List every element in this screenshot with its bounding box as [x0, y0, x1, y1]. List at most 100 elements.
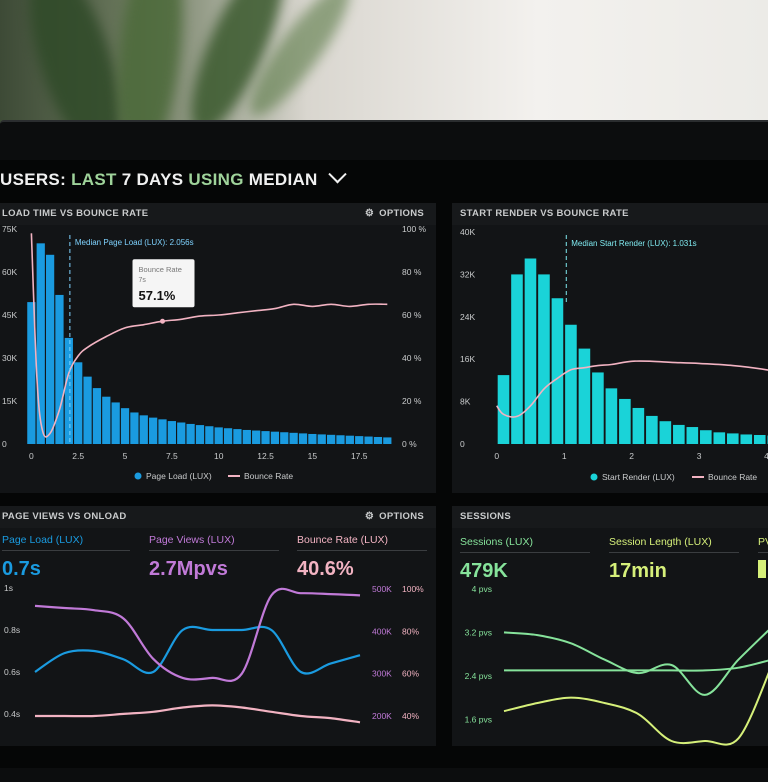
x-tick-label: 0 — [29, 451, 34, 461]
x-tick-label: 7.5 — [166, 451, 178, 461]
tooltip-value: 57.1% — [139, 288, 176, 303]
bar — [167, 421, 176, 444]
bar — [326, 434, 336, 444]
bar — [317, 434, 326, 444]
y-tick-label: 40K — [460, 227, 475, 237]
legend-label: Bounce Rate — [244, 471, 293, 481]
y-tick-label: 2.4 pvs — [465, 671, 492, 681]
options-label: OPTIONS — [379, 511, 424, 522]
bar — [223, 428, 233, 444]
series-line — [34, 587, 361, 682]
stat-value: 40.6% — [297, 558, 354, 580]
bar — [92, 388, 102, 444]
y3-tick-label: 40% — [402, 711, 419, 721]
y-tick-label: 8K — [460, 397, 471, 407]
stat-label: Page Views (LUX) — [149, 534, 279, 551]
y-tick-label: 4 pvs — [472, 584, 492, 594]
y2-tick-label: 0 % — [402, 439, 417, 449]
legend-label: Bounce Rate — [708, 472, 757, 482]
stat-value: 0.7s — [2, 558, 41, 580]
bar — [233, 429, 242, 444]
bar — [55, 294, 64, 444]
tooltip-box — [132, 259, 195, 308]
bar — [252, 430, 261, 444]
y2-tick-label: 60 % — [402, 310, 422, 320]
bar — [373, 436, 383, 444]
options-button[interactable]: ⚙ OPTIONS — [365, 511, 424, 522]
options-button[interactable]: ⚙ OPTIONS — [365, 208, 424, 219]
bar — [578, 348, 591, 444]
stat-sessions[interactable]: Sessions (LUX) 479K — [460, 536, 590, 583]
series-line — [34, 625, 361, 675]
y-tick-label: 0.8s — [4, 625, 20, 635]
page-views-panel: PAGE VIEWS VS ONLOAD ⚙ OPTIONS Page Load … — [0, 506, 436, 746]
y2-tick-label: 80 % — [402, 267, 422, 277]
bar — [538, 274, 550, 444]
x-tick-label: 3 — [697, 451, 702, 461]
bar — [177, 422, 186, 444]
bar — [74, 362, 83, 444]
median-label: Median Start Render (LUX): 1.031s — [571, 239, 696, 248]
stat-session-length[interactable]: Session Length (LUX) 17min — [609, 536, 739, 583]
bar — [565, 324, 577, 444]
load-time-chart: 0 15K 30K 45K 60K 75K 0 % 20 % 40 % 60 % 80 % 100 %… — [2, 224, 427, 481]
y-tick-label: 32K — [460, 269, 475, 279]
bounce-rate-line — [30, 233, 388, 438]
legend-label: Page Load (LUX) — [146, 471, 212, 481]
y-tick-label: 45K — [2, 310, 17, 320]
options-label: OPTIONS — [379, 208, 424, 219]
x-tick-label: 2 — [629, 451, 634, 461]
bar — [713, 432, 726, 444]
bar — [336, 435, 345, 444]
bar — [619, 398, 631, 444]
bar — [673, 424, 685, 444]
bar — [280, 432, 289, 444]
x-tick-label: 10 — [214, 451, 224, 461]
bar — [659, 421, 672, 444]
bar — [27, 302, 36, 444]
x-tick-label: 15 — [308, 451, 318, 461]
y2-tick-label: 300K — [372, 669, 392, 679]
y-tick-label: 24K — [460, 312, 475, 322]
title-median: MEDIAN — [248, 170, 318, 189]
gear-icon: ⚙ — [364, 208, 375, 219]
series-line — [503, 659, 768, 672]
bar — [158, 419, 167, 444]
tooltip-sub: 7s — [139, 277, 147, 284]
legend-label: Start Render (LUX) — [602, 472, 675, 482]
title-last: LAST — [71, 170, 117, 189]
panel-header: SESSIONS — [452, 506, 768, 528]
bar — [242, 429, 251, 444]
bar — [64, 337, 73, 444]
y2-tick-label: 500K — [372, 584, 392, 594]
y-tick-label: 0.6s — [4, 667, 20, 677]
legend-marker — [134, 472, 142, 480]
y-tick-label: 1.6 pvs — [465, 714, 492, 724]
bar — [270, 431, 280, 444]
stat-pv[interactable]: PV — [758, 536, 768, 583]
start-render-panel: START RENDER VS BOUNCE RATE 0 8K 16K 24K 32K… — [452, 203, 768, 493]
bar — [102, 396, 111, 444]
y3-tick-label: 60% — [402, 669, 419, 679]
bar — [355, 436, 364, 444]
stat-bounce-rate[interactable]: Bounce Rate (LUX) 40.6% — [297, 534, 427, 581]
y-tick-label: 0.4s — [4, 709, 20, 719]
x-tick-label: 4 — [764, 451, 768, 461]
page-title[interactable]: USERS: LAST 7 DAYS USING MEDIAN — [0, 165, 347, 190]
bar — [45, 254, 55, 444]
stat-label: Session Length (LUX) — [609, 536, 739, 553]
sessions-panel: SESSIONS Sessions (LUX) 479K Session Len… — [452, 506, 768, 746]
bar — [364, 436, 373, 444]
x-tick-label: 1 — [562, 451, 567, 461]
stat-page-views[interactable]: Page Views (LUX) 2.7Mpvs — [149, 534, 279, 581]
bar — [686, 427, 699, 444]
stat-page-load[interactable]: Page Load (LUX) 0.7s — [2, 534, 130, 581]
panel-title: LOAD TIME VS BOUNCE RATE — [2, 208, 149, 219]
y2-tick-label: 200K — [372, 711, 392, 721]
median-label: Median Page Load (LUX): 2.056s — [75, 238, 194, 247]
x-tick-label: 0 — [494, 451, 499, 461]
y2-tick-label: 40 % — [402, 353, 422, 363]
panel-header: LOAD TIME VS BOUNCE RATE ⚙ OPTIONS — [0, 203, 436, 225]
hover-point — [160, 318, 166, 324]
bar — [605, 388, 618, 444]
